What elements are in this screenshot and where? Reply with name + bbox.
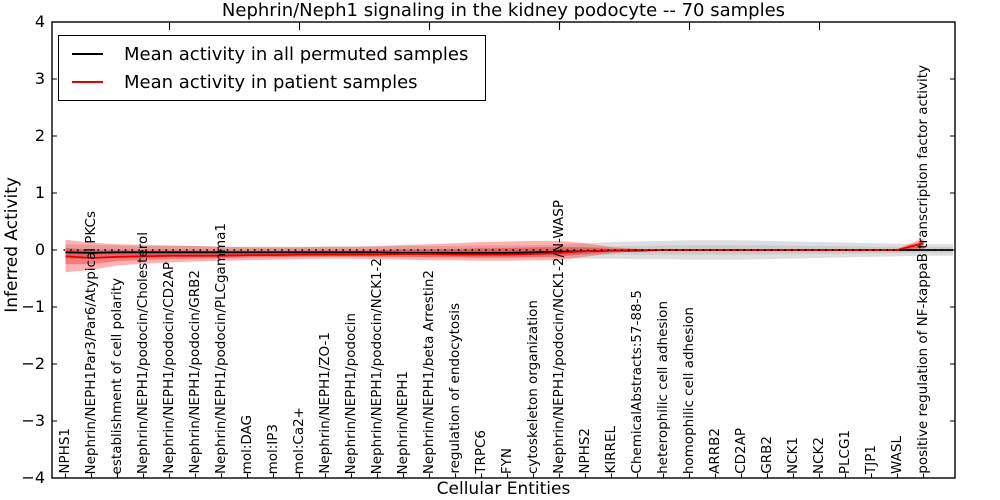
x-tick-label: Nephrin/NEPH1Par3/Par6/Atypical PKCs bbox=[83, 210, 100, 475]
x-tick-label: mol:DAG bbox=[239, 414, 256, 474]
x-tick-label: Nephrin/NEPH1/podocin bbox=[343, 312, 360, 474]
x-tick-label: positive regulation of NF-kappaB transcr… bbox=[915, 65, 932, 474]
x-tick-label: Nephrin/NEPH1/podocin/NCK1-2/N-WASP bbox=[551, 200, 568, 474]
x-tick-label: Nephrin/NEPH1/podocin/NCK1-2 bbox=[369, 257, 386, 474]
x-tick-label: heterophilic cell adhesion bbox=[655, 301, 672, 474]
legend-label-permuted: Mean activity in all permuted samples bbox=[124, 43, 469, 65]
x-tick-label: homophilic cell adhesion bbox=[681, 306, 698, 474]
x-tick-label: CD2AP bbox=[733, 428, 750, 474]
x-tick-label: mol:Ca2+ bbox=[291, 406, 308, 474]
y-tick-label: 3 bbox=[34, 69, 45, 88]
x-tick-label: Nephrin/NEPH1/podocin/GRB2 bbox=[187, 270, 204, 474]
x-tick-label: NPHS1 bbox=[57, 428, 74, 474]
x-tick-label: NCK1 bbox=[785, 437, 802, 474]
x-tick-label: Nephrin/NEPH1/beta Arrestin2 bbox=[421, 269, 438, 474]
x-tick-label: FYN bbox=[499, 447, 516, 474]
y-tick-label: 2 bbox=[34, 126, 45, 145]
x-tick-label: TJP1 bbox=[863, 445, 880, 474]
x-tick-label: TRPC6 bbox=[473, 430, 490, 474]
x-tick-label: ARRB2 bbox=[707, 428, 724, 474]
x-tick-label: regulation of endocytosis bbox=[447, 303, 464, 474]
x-tick-label: ChemicalAbstracts:57-88-5 bbox=[629, 290, 646, 474]
y-tick-label: −3 bbox=[21, 411, 45, 430]
x-tick-label: GRB2 bbox=[759, 436, 776, 474]
y-tick-label: −2 bbox=[21, 354, 45, 373]
chart-title: Nephrin/Neph1 signaling in the kidney po… bbox=[221, 0, 786, 21]
x-tick-label: Nephrin/NEPH1 bbox=[395, 370, 412, 474]
legend-entry-permuted: Mean activity in all permuted samples bbox=[72, 40, 468, 68]
y-tick-label: 4 bbox=[34, 12, 45, 31]
x-tick-label: Nephrin/NEPH1/podocin/Cholesterol bbox=[135, 231, 152, 474]
legend-label-patient: Mean activity in patient samples bbox=[124, 71, 418, 93]
legend-line-patient-icon bbox=[72, 80, 103, 84]
legend: Mean activity in all permuted samples Me… bbox=[58, 35, 487, 101]
x-tick-label: KIRREL bbox=[603, 426, 620, 474]
x-tick-label: NCK2 bbox=[811, 437, 828, 474]
y-tick-label: 1 bbox=[34, 183, 45, 202]
x-tick-label: mol:IP3 bbox=[265, 423, 282, 474]
x-axis-label: Cellular Entities bbox=[436, 479, 571, 499]
y-tick-label: −1 bbox=[21, 297, 45, 316]
x-tick-label: WASL bbox=[889, 436, 906, 474]
x-tick-label: Nephrin/NEPH1/ZO-1 bbox=[317, 332, 334, 474]
x-tick-label: cytoskeleton organization bbox=[525, 299, 542, 474]
y-tick-label: 0 bbox=[34, 240, 45, 259]
y-tick-label: −4 bbox=[21, 468, 45, 487]
legend-line-permuted-icon bbox=[72, 52, 103, 56]
x-tick-label: Nephrin/NEPH1/podocin/CD2AP bbox=[161, 262, 178, 474]
legend-entry-patient: Mean activity in patient samples bbox=[72, 68, 468, 96]
x-tick-label: Nephrin/NEPH1/podocin/PLCgamma1 bbox=[213, 222, 230, 474]
x-tick-label: PLCG1 bbox=[837, 429, 854, 474]
x-tick-label: NPHS2 bbox=[577, 428, 594, 474]
x-tick-label: establishment of cell polarity bbox=[109, 277, 126, 474]
